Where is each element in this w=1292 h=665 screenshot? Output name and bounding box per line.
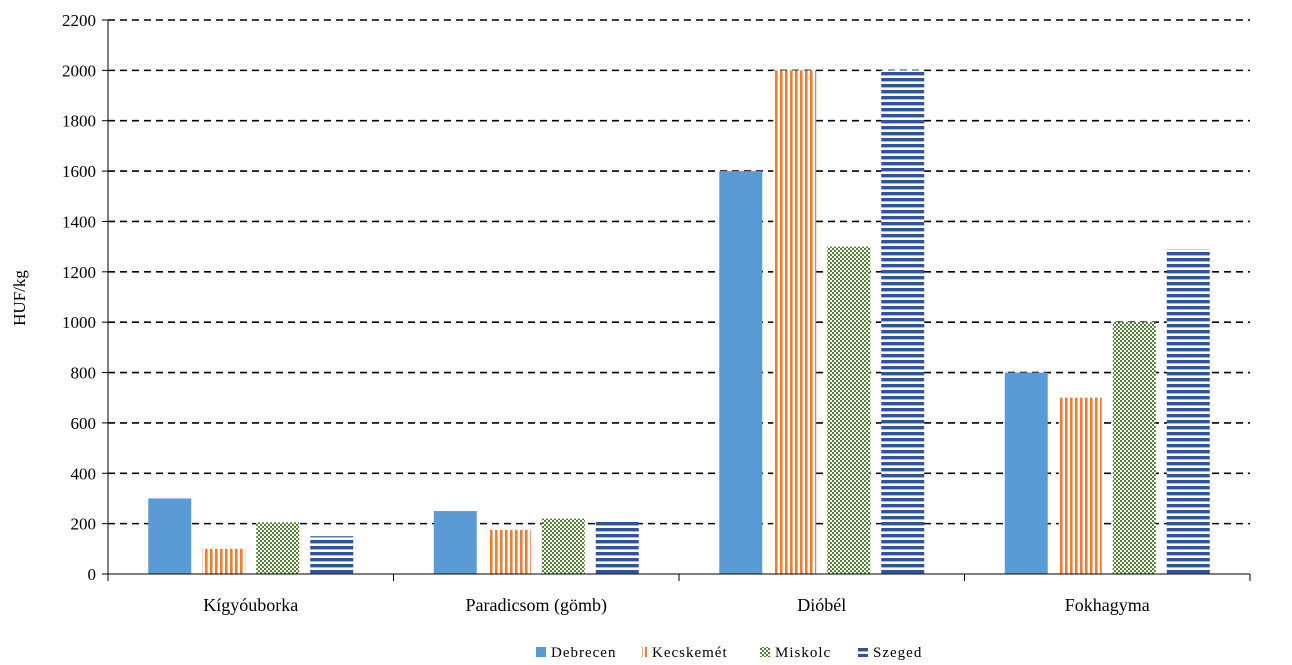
legend-label: Kecskemét	[652, 645, 728, 660]
bar-debrecen-2	[433, 511, 477, 574]
bars	[148, 70, 1210, 575]
x-category-label: Paradicsom (gömb)	[466, 595, 607, 616]
y-tick-labels: 0 200 400 600 800 1000 1200 1400 1600 1800 2000 220…	[62, 11, 96, 584]
y-axis-label: HUF/kg	[10, 270, 29, 326]
bar-debrecen-4	[1004, 372, 1048, 574]
y-tick-label: 400	[71, 464, 97, 483]
legend-label: Miskolc	[775, 645, 831, 660]
bar-szeged-2	[595, 519, 639, 574]
legend: Debrecen Kecskemét Miskolc Szeged	[536, 645, 922, 661]
bar-kecskem-t-4	[1058, 397, 1102, 574]
y-tick-label: 1800	[62, 112, 96, 131]
y-tick-label: 2000	[62, 61, 96, 80]
bar-kecskem-t-2	[487, 529, 531, 574]
y-tick-label: 1200	[62, 263, 96, 282]
bar-szeged-4	[1166, 249, 1210, 574]
bar-szeged-1	[310, 536, 354, 574]
y-tick-label: 1000	[62, 313, 96, 332]
legend-swatch-kecskem-t	[642, 647, 647, 657]
y-tick-label: 0	[88, 565, 97, 584]
bar-kecskem-t-1	[202, 548, 246, 574]
x-category-label: Fokhagyma	[1065, 595, 1150, 615]
y-tick-label: 1400	[62, 212, 96, 231]
x-category-labels: Kígyóuborka Paradicsom (gömb) Dióbél Fokhag…	[203, 595, 1149, 616]
y-tick-label: 800	[71, 364, 97, 383]
bar-debrecen-1	[148, 498, 192, 574]
bar-szeged-3	[881, 70, 925, 574]
bar-kecskem-t-3	[773, 70, 817, 574]
legend-label: Szeged	[873, 645, 922, 660]
legend-swatch-debrecen	[536, 647, 546, 657]
y-tick-label: 600	[71, 414, 97, 433]
bar-miskolc-3	[827, 246, 871, 575]
bar-miskolc-4	[1112, 322, 1156, 574]
bar-debrecen-3	[719, 171, 763, 574]
legend-swatch-miskolc	[760, 647, 770, 657]
y-tick-label: 200	[71, 515, 97, 534]
legend-swatch-szeged	[858, 647, 868, 657]
x-category-label: Kígyóuborka	[203, 595, 298, 615]
y-tick-label: 2200	[62, 11, 96, 30]
bar-miskolc-2	[541, 518, 585, 574]
legend-label: Debrecen	[551, 645, 616, 660]
y-tick-label: 1600	[62, 162, 96, 181]
x-category-label: Dióbél	[797, 595, 846, 615]
axes	[102, 19, 1251, 581]
bar-miskolc-1	[256, 522, 300, 574]
